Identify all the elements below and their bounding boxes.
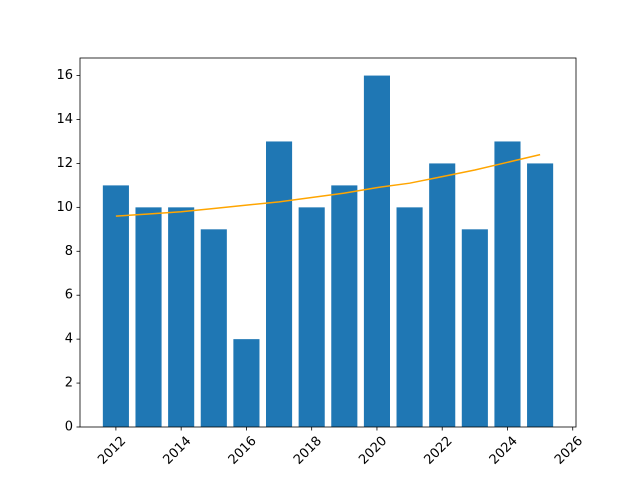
bar: [168, 207, 195, 427]
bar: [429, 163, 456, 427]
bar: [461, 229, 488, 427]
y-tick-label: 0: [65, 420, 73, 435]
y-tick-label: 16: [56, 68, 73, 83]
bar: [331, 185, 358, 427]
y-tick-label: 8: [65, 244, 73, 259]
bar: [298, 207, 325, 427]
bar: [266, 141, 293, 427]
bar: [527, 163, 554, 427]
x-tick-label: 2018: [291, 434, 325, 468]
x-tick-label: 2024: [487, 434, 521, 468]
x-tick-label: 2020: [356, 434, 390, 468]
trend-line: [115, 153, 541, 217]
bar: [102, 185, 129, 427]
x-tick-label: 2012: [95, 434, 129, 468]
y-tick-label: 14: [56, 112, 73, 127]
y-tick-label: 10: [56, 200, 73, 215]
x-tick-label: 2026: [552, 434, 586, 468]
y-tick-label: 6: [65, 288, 73, 303]
bar: [200, 229, 227, 427]
y-tick-label: 4: [65, 332, 73, 347]
bar: [135, 207, 162, 427]
bar: [363, 75, 390, 428]
plot-frame: [79, 57, 577, 428]
x-tick-label: 2016: [226, 434, 260, 468]
y-tick-label: 2: [65, 376, 73, 391]
y-tick-label: 12: [56, 156, 73, 171]
bar: [233, 339, 260, 427]
x-tick-label: 2014: [160, 434, 194, 468]
x-tick-label: 2022: [422, 434, 456, 468]
bar: [396, 207, 423, 427]
bar: [494, 141, 521, 427]
